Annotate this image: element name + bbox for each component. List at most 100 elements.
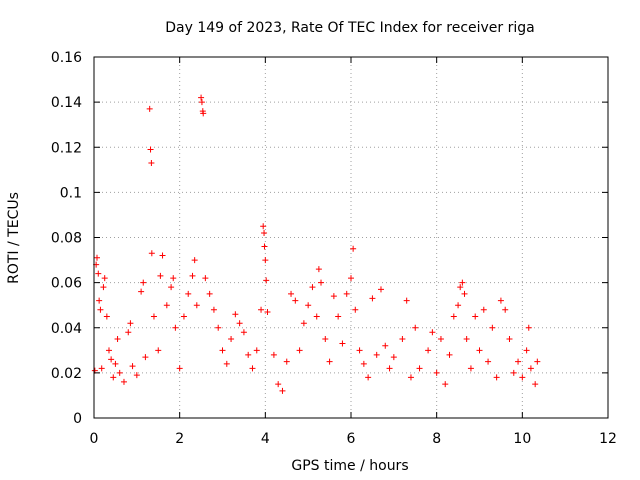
data-point bbox=[263, 277, 270, 284]
data-point bbox=[258, 306, 265, 313]
data-point bbox=[148, 160, 155, 167]
data-point bbox=[240, 329, 247, 336]
data-point bbox=[288, 290, 295, 297]
data-point bbox=[519, 374, 526, 381]
data-point bbox=[168, 284, 175, 291]
data-point bbox=[386, 365, 393, 372]
data-point bbox=[315, 266, 322, 273]
data-point bbox=[116, 369, 123, 376]
data-point bbox=[525, 324, 532, 331]
data-point bbox=[532, 381, 539, 388]
chart-title: Day 149 of 2023, Rate Of TEC Index for r… bbox=[165, 20, 534, 36]
data-point bbox=[180, 313, 187, 320]
data-point bbox=[497, 297, 504, 304]
data-point bbox=[170, 275, 177, 282]
data-point bbox=[120, 378, 127, 385]
data-point bbox=[450, 313, 457, 320]
data-point bbox=[108, 356, 115, 363]
data-point bbox=[373, 351, 380, 358]
data-point bbox=[127, 320, 134, 327]
data-point bbox=[261, 243, 268, 250]
y-tick-label: 0 bbox=[73, 411, 82, 427]
data-point bbox=[335, 313, 342, 320]
data-point bbox=[100, 284, 107, 291]
data-point bbox=[261, 229, 268, 236]
data-point bbox=[185, 290, 192, 297]
data-point bbox=[527, 365, 534, 372]
data-point bbox=[262, 257, 269, 264]
data-point bbox=[407, 374, 414, 381]
data-point bbox=[129, 363, 136, 370]
x-tick-label: 4 bbox=[261, 431, 270, 447]
data-point bbox=[223, 360, 230, 367]
data-point bbox=[191, 257, 198, 264]
y-tick-labels: 0 0.02 0.04 0.06 0.08 0.1 0.12 0.14 0.16 bbox=[51, 50, 82, 427]
y-tick-label: 0.04 bbox=[51, 321, 82, 337]
x-tick-label: 10 bbox=[513, 431, 531, 447]
data-point bbox=[502, 306, 509, 313]
data-point bbox=[264, 308, 271, 315]
data-point bbox=[461, 290, 468, 297]
data-point bbox=[93, 254, 100, 261]
y-tick-label: 0.12 bbox=[51, 140, 82, 156]
data-point bbox=[105, 347, 112, 354]
data-point bbox=[467, 365, 474, 372]
data-point bbox=[101, 275, 108, 282]
data-point bbox=[489, 324, 496, 331]
data-point bbox=[202, 275, 209, 282]
data-point bbox=[476, 347, 483, 354]
data-point bbox=[485, 358, 492, 365]
data-point bbox=[270, 351, 277, 358]
data-point bbox=[377, 286, 384, 293]
x-tick-labels: 0 2 4 6 8 10 12 bbox=[90, 431, 617, 447]
data-point bbox=[159, 252, 166, 259]
data-point bbox=[157, 272, 164, 279]
data-point bbox=[193, 302, 200, 309]
data-point bbox=[515, 358, 522, 365]
data-point bbox=[95, 270, 102, 277]
data-point bbox=[163, 302, 170, 309]
data-point bbox=[283, 358, 290, 365]
data-point bbox=[155, 347, 162, 354]
data-point bbox=[369, 295, 376, 302]
data-point bbox=[343, 290, 350, 297]
data-point bbox=[96, 297, 103, 304]
data-point bbox=[279, 387, 286, 394]
data-point bbox=[172, 324, 179, 331]
data-point bbox=[97, 306, 104, 313]
data-point bbox=[350, 245, 357, 252]
x-axis-label: GPS time / hours bbox=[291, 458, 408, 474]
data-point bbox=[403, 297, 410, 304]
data-point bbox=[200, 110, 207, 117]
data-point bbox=[390, 354, 397, 361]
data-point bbox=[463, 336, 470, 343]
data-point bbox=[133, 372, 140, 379]
data-point bbox=[228, 336, 235, 343]
data-point bbox=[219, 347, 226, 354]
data-point bbox=[318, 279, 325, 286]
x-tick-label: 0 bbox=[90, 431, 99, 447]
y-tick-label: 0.02 bbox=[51, 366, 82, 382]
data-point bbox=[215, 324, 222, 331]
data-point bbox=[260, 223, 267, 230]
data-point bbox=[429, 329, 436, 336]
y-tick-label: 0.16 bbox=[51, 50, 82, 66]
y-tick-label: 0.08 bbox=[51, 231, 82, 247]
data-point bbox=[534, 358, 541, 365]
data-point bbox=[189, 272, 196, 279]
data-point bbox=[98, 365, 105, 372]
data-point bbox=[309, 284, 316, 291]
x-tick-label: 6 bbox=[347, 431, 356, 447]
data-point bbox=[147, 146, 154, 153]
data-point bbox=[442, 381, 449, 388]
data-point bbox=[198, 99, 205, 106]
data-point bbox=[305, 302, 312, 309]
data-point bbox=[510, 369, 517, 376]
data-point bbox=[433, 369, 440, 376]
data-point bbox=[140, 279, 147, 286]
data-point bbox=[296, 347, 303, 354]
data-point bbox=[425, 347, 432, 354]
data-points bbox=[91, 94, 541, 394]
